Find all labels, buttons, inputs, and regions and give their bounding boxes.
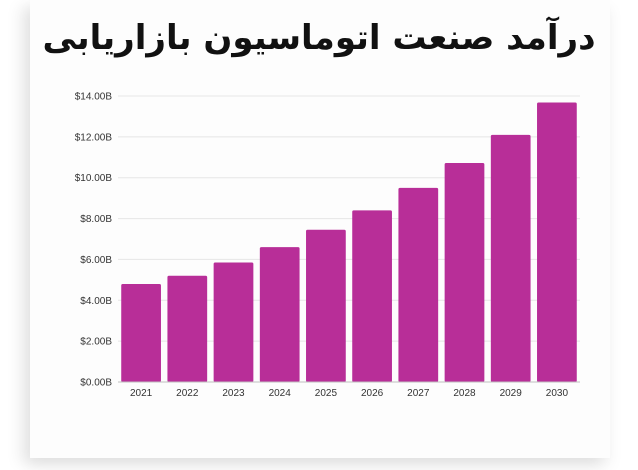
x-tick-label: 2024: [269, 388, 292, 399]
x-tick-label: 2021: [130, 388, 153, 399]
bar-2025: [306, 229, 346, 382]
bar-2024: [259, 247, 300, 382]
y-axis-ticks: $0.00B $2.00B $4.00B $6.00B $8.00B $10.00B $12…: [75, 92, 113, 389]
bar-2030: [537, 102, 577, 382]
x-tick-label: 2023: [222, 388, 245, 399]
y-tick-label: $14.00B: [75, 92, 113, 103]
bar-2029: [490, 134, 531, 382]
bar-2022: [167, 275, 208, 382]
y-tick-label: $2.00B: [80, 337, 112, 348]
y-tick-label: $10.00B: [75, 173, 113, 184]
x-tick-label: 2027: [407, 388, 430, 399]
x-axis-ticks: 2021 2022 2023 2024 2025 2026 2027 2028 2029 2030: [130, 388, 568, 399]
y-tick-label: $4.00B: [80, 296, 112, 307]
x-tick-label: 2026: [361, 388, 384, 399]
bar-2026: [352, 210, 392, 382]
y-tick-label: $8.00B: [80, 214, 112, 225]
x-tick-label: 2022: [176, 388, 199, 399]
bars: [121, 102, 577, 382]
y-tick-label: $12.00B: [75, 132, 113, 143]
x-tick-label: 2029: [500, 388, 523, 399]
bar-2021: [121, 283, 161, 382]
x-tick-label: 2028: [453, 388, 476, 399]
chart-title: درآمد صنعت اتوماسیون بازاریابی: [42, 18, 596, 58]
bar-2023: [213, 262, 254, 382]
x-tick-label: 2030: [546, 388, 569, 399]
y-tick-label: $0.00B: [80, 378, 112, 389]
x-tick-label: 2025: [315, 388, 338, 399]
bar-2027: [398, 187, 439, 382]
bar-2028: [444, 163, 485, 382]
y-tick-label: $6.00B: [80, 255, 112, 266]
